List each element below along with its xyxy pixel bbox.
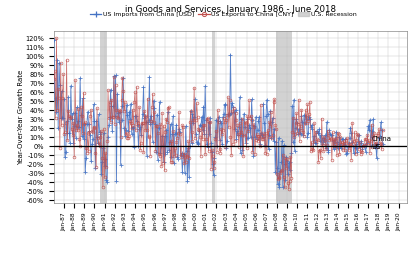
Legend: US Imports from China [USD], US Exports to China [CNY], U.S. Recession: US Imports from China [USD], US Exports … (90, 12, 356, 17)
Text: US: US (371, 144, 381, 150)
Bar (276, 31, 292, 203)
Text: China: China (371, 136, 391, 142)
Bar (212, 31, 215, 203)
Title: in Goods and Services, January 1986 - June 2018: in Goods and Services, January 1986 - Ju… (125, 5, 336, 14)
Bar (100, 31, 107, 203)
Y-axis label: Year-Over-Year Growth Rate: Year-Over-Year Growth Rate (18, 69, 24, 165)
